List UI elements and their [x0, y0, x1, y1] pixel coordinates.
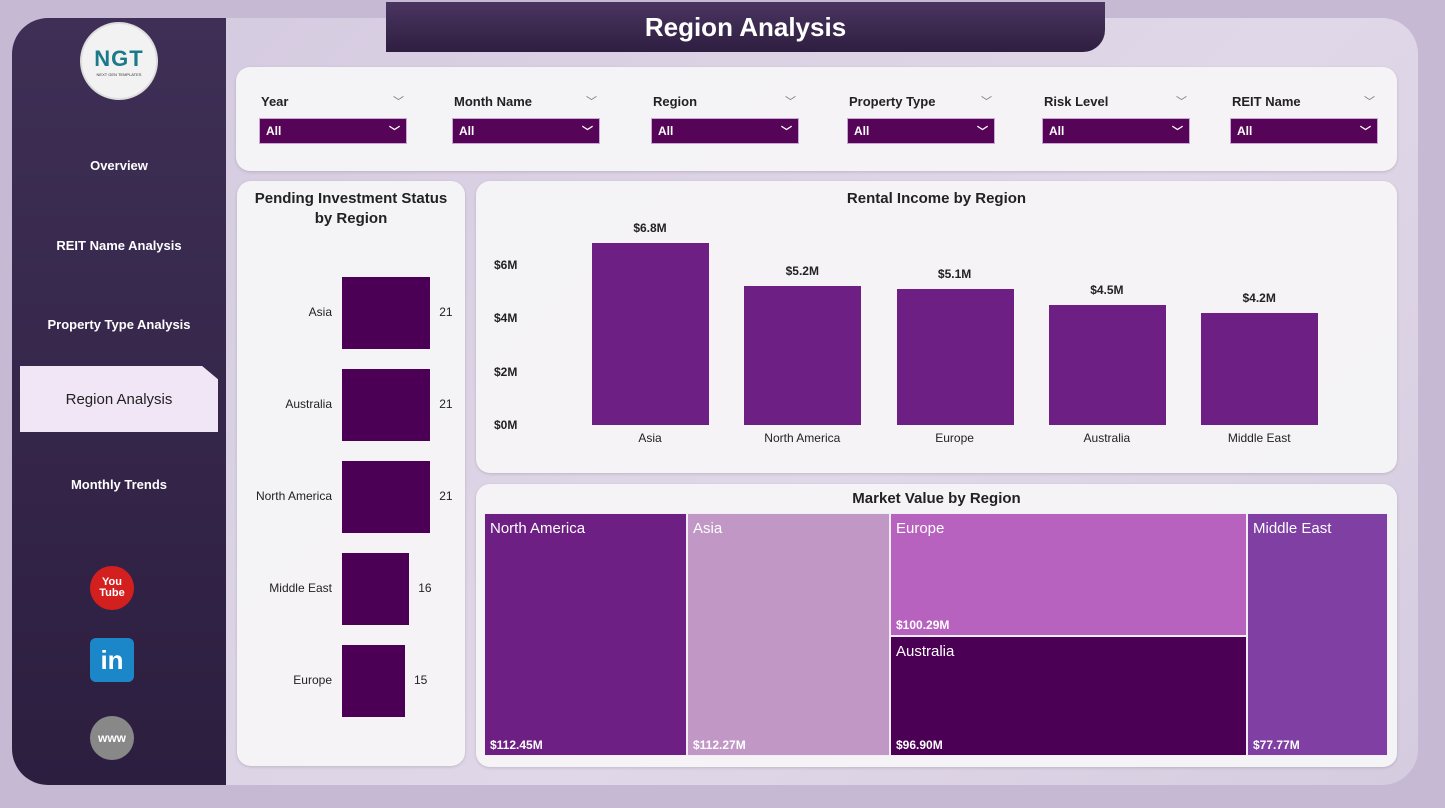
- y-tick-label: $6M: [494, 257, 518, 272]
- treemap-tile-name: North America: [490, 520, 586, 537]
- bar-data-label: $4.5M: [1090, 282, 1124, 297]
- treemap-tile-name: Europe: [896, 520, 945, 537]
- bar-data-label: $4.2M: [1242, 290, 1276, 305]
- nav-monthly-trends[interactable]: Monthly Trends: [70, 476, 168, 492]
- x-tick-label: Australia: [1083, 431, 1131, 445]
- chevron-down-icon: ﹀: [977, 126, 988, 138]
- filter-dropdown-month-name[interactable]: All ﹀: [452, 118, 600, 144]
- x-tick-label: Asia: [638, 431, 662, 445]
- treemap-tile-europe[interactable]: Europe $100.29M: [890, 513, 1247, 636]
- bar-category-label: Asia: [308, 305, 332, 319]
- page-title: Region Analysis: [386, 2, 1105, 52]
- y-tick-label: $2M: [494, 364, 518, 379]
- filter-panel: [236, 67, 1397, 171]
- treemap-tile-north-america[interactable]: North America $112.45M: [484, 513, 687, 756]
- bar-category-label: North America: [255, 489, 332, 503]
- filter-dropdown-reit-name[interactable]: All ﹀: [1230, 118, 1378, 144]
- chart-title: Pending Investment Status by Region: [254, 190, 448, 227]
- chevron-down-icon[interactable]: ﹀: [1364, 96, 1375, 108]
- chevron-down-icon[interactable]: ﹀: [1176, 96, 1187, 108]
- bar-data-label: $5.1M: [937, 266, 972, 281]
- linkedin-icon[interactable]: in: [90, 638, 134, 682]
- filter-dropdown-property-type[interactable]: All ﹀: [847, 118, 995, 144]
- filter-label: Month Name: [454, 94, 532, 109]
- bar[interactable]: [592, 243, 709, 425]
- bar-data-label: $6.8M: [633, 221, 667, 236]
- filter-value: All: [459, 124, 475, 138]
- bar-category-label: Middle East: [269, 581, 332, 595]
- treemap-tile-name: Middle East: [1253, 520, 1332, 537]
- bar-data-label: 15: [414, 673, 428, 687]
- x-tick-label: North America: [764, 431, 841, 445]
- filter-label: REIT Name: [1232, 94, 1301, 109]
- chevron-down-icon[interactable]: ﹀: [586, 96, 597, 108]
- filter-dropdown-risk-level[interactable]: All ﹀: [1042, 118, 1190, 144]
- bar[interactable]: [896, 288, 1014, 425]
- treemap-tile-value: $112.27M: [693, 738, 746, 752]
- filter-value: All: [266, 124, 282, 138]
- bar[interactable]: [1201, 312, 1319, 425]
- chevron-down-icon[interactable]: ﹀: [981, 96, 992, 108]
- treemap-tile-asia[interactable]: Asia $112.27M: [687, 513, 890, 756]
- filter-label: Property Type: [849, 94, 936, 109]
- filter-dropdown-region[interactable]: All ﹀: [651, 118, 799, 144]
- y-tick-label: $0M: [494, 418, 518, 432]
- bar-data-label: 16: [418, 581, 432, 595]
- nav-overview[interactable]: Overview: [90, 157, 148, 173]
- filter-dropdown-year[interactable]: All ﹀: [259, 118, 407, 144]
- treemap-tile-australia[interactable]: Australia $96.90M: [890, 636, 1247, 756]
- bar[interactable]: [342, 369, 431, 441]
- bar-data-label: 21: [439, 489, 453, 503]
- chevron-down-icon[interactable]: ﹀: [785, 96, 796, 108]
- treemap-tile-value: $96.90M: [896, 738, 943, 752]
- logo: NGT NEXT GEN TEMPLATES: [80, 22, 158, 100]
- treemap-tile-middle-east[interactable]: Middle East $77.77M: [1247, 513, 1388, 756]
- chevron-down-icon: ﹀: [1172, 126, 1183, 138]
- filter-value: All: [1237, 124, 1253, 138]
- filter-label: Year: [261, 94, 289, 109]
- bar-data-label: 21: [439, 305, 453, 319]
- filter-label: Region: [653, 94, 698, 109]
- filter-value: All: [854, 124, 870, 138]
- youtube-icon[interactable]: You Tube: [90, 566, 134, 610]
- filter-value: All: [658, 124, 674, 138]
- bar-category-label: Europe: [293, 673, 332, 687]
- bar[interactable]: [342, 277, 431, 349]
- x-tick-label: Europe: [935, 431, 974, 445]
- chevron-down-icon: ﹀: [781, 126, 792, 138]
- treemap-tile-value: $100.29M: [896, 618, 950, 632]
- treemap-tile-value: $77.77M: [1253, 738, 1300, 752]
- nav-region-analysis[interactable]: Region Analysis: [20, 366, 218, 432]
- y-tick-label: $4M: [494, 311, 518, 326]
- chart-title: Rental Income by Region: [846, 190, 1027, 207]
- bar[interactable]: [342, 461, 431, 533]
- treemap-tile-name: Asia: [693, 520, 723, 537]
- bar[interactable]: [1048, 304, 1166, 425]
- bar[interactable]: [342, 645, 405, 717]
- treemap-tile-value: $112.45M: [490, 738, 543, 752]
- chevron-down-icon[interactable]: ﹀: [393, 96, 404, 108]
- nav-reit-name-analysis[interactable]: REIT Name Analysis: [56, 237, 182, 253]
- bar[interactable]: [342, 553, 410, 625]
- bar-category-label: Australia: [285, 397, 332, 411]
- chart-title: Market Value by Region: [852, 490, 1021, 507]
- nav-property-type-analysis[interactable]: Property Type Analysis: [47, 316, 191, 332]
- website-globe-icon[interactable]: www: [90, 716, 134, 760]
- treemap-tile-name: Australia: [896, 643, 955, 660]
- chevron-down-icon: ﹀: [1360, 126, 1371, 138]
- chevron-down-icon: ﹀: [389, 126, 400, 138]
- chevron-down-icon: ﹀: [582, 126, 593, 138]
- x-tick-label: Middle East: [1227, 431, 1291, 445]
- bar-data-label: 21: [439, 397, 453, 411]
- bar[interactable]: [744, 286, 862, 425]
- bar-data-label: $5.2M: [785, 264, 819, 279]
- filter-label: Risk Level: [1044, 94, 1109, 109]
- filter-value: All: [1049, 124, 1065, 138]
